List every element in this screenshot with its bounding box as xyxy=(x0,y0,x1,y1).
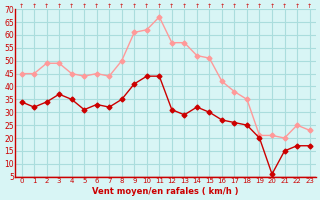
X-axis label: Vent moyen/en rafales ( km/h ): Vent moyen/en rafales ( km/h ) xyxy=(92,187,239,196)
